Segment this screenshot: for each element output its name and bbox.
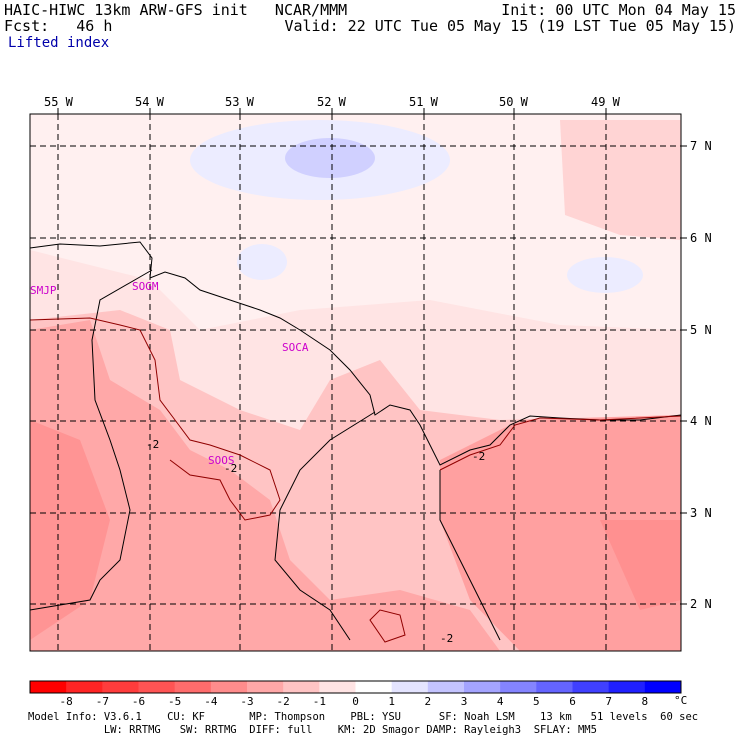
lon-label: 51 W bbox=[409, 95, 438, 109]
colorbar bbox=[29, 680, 682, 694]
footer-model-info: Model Info: V3.6.1 CU: KF MP: Thompson P… bbox=[28, 711, 699, 723]
colorbar-frame bbox=[29, 680, 682, 694]
colorbar-swatch bbox=[102, 681, 139, 693]
colorbar-swatch bbox=[174, 681, 212, 693]
colorbar-tick-label: 3 bbox=[460, 695, 468, 708]
border-west bbox=[29, 269, 153, 611]
border-east bbox=[439, 470, 501, 641]
colorbar-swatch bbox=[536, 681, 573, 693]
colorbar-tick-label: 8 bbox=[641, 695, 649, 708]
colorbar-swatch bbox=[500, 681, 537, 693]
lat-label: 6 N bbox=[690, 231, 712, 245]
colorbar-swatch bbox=[30, 681, 67, 693]
colorbar-tick-label: 5 bbox=[533, 695, 540, 708]
stronger-negative-se bbox=[600, 520, 681, 610]
colorbar-tick-label: 0 bbox=[352, 695, 359, 708]
lon-label: 55 W bbox=[44, 95, 73, 109]
station-label: SOGM bbox=[132, 280, 159, 293]
contour-minus-2 bbox=[29, 317, 682, 643]
contour-label: -2 bbox=[440, 632, 454, 645]
colorbar-swatch bbox=[210, 681, 248, 693]
colorbar-tick-label: -7 bbox=[95, 695, 109, 708]
forecast-hour: Fcst: 46 h bbox=[4, 17, 113, 35]
border-central bbox=[274, 411, 376, 641]
colorbar-tick-label: 2 bbox=[424, 695, 432, 708]
valid-time: Valid: 22 UTC Tue 05 May 15 (19 LST Tue … bbox=[284, 17, 736, 35]
latlon-grid bbox=[30, 114, 681, 651]
positive-li-small bbox=[237, 244, 287, 280]
station-label: SOCA bbox=[282, 341, 309, 354]
lat-label: 7 N bbox=[690, 139, 712, 153]
field-name: Lifted index bbox=[8, 35, 110, 51]
colorbar-swatch bbox=[138, 681, 176, 693]
lon-label: 52 W bbox=[317, 95, 346, 109]
lon-label: 49 W bbox=[591, 95, 620, 109]
colorbar-swatch bbox=[391, 681, 429, 693]
station-label: SMJP bbox=[30, 284, 57, 297]
colorbar-tick-label: -4 bbox=[204, 695, 218, 708]
colorbar-tick-label: -1 bbox=[312, 695, 326, 708]
colorbar-tick-label: 6 bbox=[569, 695, 576, 708]
moderate-negative-east bbox=[440, 415, 681, 651]
contour-label: -2 bbox=[146, 438, 160, 451]
stronger-negative-west bbox=[30, 420, 110, 640]
colorbar-swatch bbox=[247, 681, 284, 693]
colorbar-swatch bbox=[572, 681, 610, 693]
lon-label: 54 W bbox=[135, 95, 164, 109]
colorbar-unit: °C bbox=[674, 694, 688, 707]
station-label: SOOS bbox=[208, 454, 235, 467]
colorbar-tick-label: 4 bbox=[496, 695, 504, 708]
lat-label: 5 N bbox=[690, 323, 712, 337]
axis-ticks bbox=[57, 108, 687, 605]
lat-label: 4 N bbox=[690, 414, 712, 428]
colorbar-swatch bbox=[283, 681, 320, 693]
footer-physics-info: LW: RRTMG SW: RRTMG DIFF: full KM: 2D Sm… bbox=[28, 724, 597, 736]
colorbar-swatch bbox=[464, 681, 501, 693]
colorbar-tick-label: -6 bbox=[131, 695, 146, 708]
lat-label: 3 N bbox=[690, 506, 712, 520]
colorbar-tick-label: -3 bbox=[240, 695, 254, 708]
colorbar-swatch bbox=[644, 681, 682, 693]
colorbar-tick-label: 7 bbox=[605, 695, 612, 708]
contour-label: -2 bbox=[472, 450, 486, 463]
init-time: Init: 00 UTC Mon 04 May 15 bbox=[501, 1, 736, 19]
lon-label: 50 W bbox=[499, 95, 528, 109]
positive-li-core bbox=[285, 138, 375, 178]
colorbar-swatch bbox=[427, 681, 465, 693]
lon-label: 53 W bbox=[225, 95, 254, 109]
colorbar-tick-label: -5 bbox=[168, 695, 182, 708]
model-title: HAIC-HIWC 13km ARW-GFS init NCAR/MMM bbox=[4, 1, 348, 19]
positive-li-east bbox=[567, 257, 643, 293]
map-frame bbox=[29, 113, 682, 652]
colorbar-swatch bbox=[66, 681, 103, 693]
colorbar-swatch bbox=[319, 681, 356, 693]
colorbar-tick-label: -8 bbox=[59, 695, 73, 708]
slight-negative-ne bbox=[560, 120, 681, 240]
colorbar-tick-label: -2 bbox=[276, 695, 290, 708]
contour-label: -2 bbox=[224, 462, 238, 475]
moderate-negative-west bbox=[30, 320, 500, 651]
colorbar-tick-label: 1 bbox=[388, 695, 395, 708]
colorbar-swatch bbox=[608, 681, 646, 693]
colorbar-swatch bbox=[355, 681, 393, 693]
lat-label: 2 N bbox=[690, 597, 712, 611]
